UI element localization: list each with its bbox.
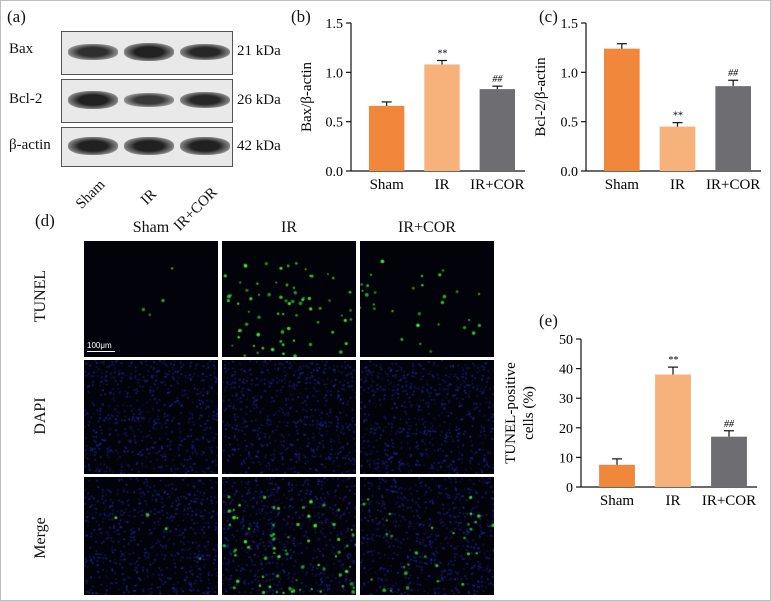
x-tick-label: IR (670, 177, 685, 193)
blot-band (180, 91, 230, 109)
micrograph-dapi-ir (222, 360, 356, 474)
bar-chart-tunel: 0 10 20 30 40 50 TUNEL-positive cells (%) Sham **… (503, 333, 757, 509)
micrograph-dapi-sham (84, 360, 218, 474)
micrograph-merge-ir (222, 477, 356, 595)
y-tick-label: 0.0 (561, 165, 579, 180)
x-tick-label: Sham (370, 177, 405, 193)
panel-b-label: (b) (291, 7, 311, 26)
panel-d-label: (d) (35, 211, 55, 230)
y-tick-label: 30 (559, 392, 573, 407)
micrograph-merge-ircor (360, 477, 494, 595)
western-blot-bax (61, 31, 233, 75)
blot-band (124, 93, 174, 107)
micro-col-ir: IR (281, 219, 297, 236)
y-axis-label: TUNEL-positive (503, 362, 519, 464)
blot-band (124, 43, 174, 61)
micrograph-tunel-ir (222, 241, 356, 357)
x-tick-label: IR (435, 177, 450, 193)
significance-marker: ** (437, 48, 447, 59)
panel-c-label: (c) (539, 7, 558, 26)
y-axis-label: Bcl-2/β-actin (533, 57, 549, 137)
micrograph-tunel-ircor (360, 241, 494, 357)
scale-bar-label: 100μm (87, 341, 112, 350)
y-tick-label: 1.0 (326, 66, 344, 81)
y-tick-label: 0.5 (561, 116, 579, 131)
significance-marker: ** (673, 111, 683, 122)
micro-row-merge: Merge (32, 517, 49, 559)
blot-band (68, 44, 118, 60)
significance-marker: ## (728, 68, 739, 79)
scale-bar: 100μm (87, 341, 115, 352)
y-axis-label: cells (%) (521, 386, 537, 440)
micro-col-sham: Sham (132, 219, 170, 236)
blot-band (180, 43, 230, 61)
x-tick-label: Sham (600, 493, 635, 509)
bar (604, 48, 640, 171)
y-tick-label: 40 (559, 363, 573, 378)
y-tick-label: 1.5 (326, 17, 344, 32)
y-tick-label: 20 (559, 422, 573, 437)
bar (599, 464, 635, 487)
blot-group-sham: Sham (73, 176, 109, 213)
x-tick-label: Sham (605, 177, 640, 193)
western-blot-bcl2 (61, 79, 233, 123)
blot-label-actin: β-actin (9, 137, 51, 153)
blot-band (68, 137, 118, 155)
bar (715, 86, 751, 171)
blot-band (124, 137, 174, 155)
blot-group-ir: IR (138, 186, 160, 209)
blot-band (180, 137, 230, 155)
bar (659, 126, 696, 171)
bar-chart-bax: 0.0 0.5 1.0 1.5 Bax/β-actin Sham ** IR ## IR+COR (299, 17, 525, 193)
significance-marker: ** (668, 355, 678, 366)
bar (424, 64, 460, 171)
western-blot-actin (61, 127, 233, 167)
significance-marker: ## (724, 419, 735, 430)
blot-size-bax: 21 kDa (237, 43, 281, 59)
x-tick-label: IR+COR (470, 177, 524, 193)
blot-size-bcl2: 26 kDa (237, 92, 281, 108)
blot-size-actin: 42 kDa (237, 138, 281, 154)
micrograph-tunel-sham (84, 241, 218, 357)
y-tick-label: 0.5 (326, 116, 344, 131)
y-tick-label: 0.0 (326, 165, 344, 180)
scale-bar-line (87, 351, 115, 352)
micro-row-dapi: DAPI (32, 397, 49, 435)
micro-row-tunel: TUNEL (32, 269, 49, 323)
panel-e-label: (e) (539, 311, 558, 330)
micrograph-dapi-ircor (360, 360, 494, 474)
bar-chart-bcl2: 0.0 0.5 1.0 1.5 Bcl-2/β-actin Sham ** IR ## IR+CO… (533, 17, 761, 193)
micro-col-ircor: IR+COR (398, 219, 456, 236)
y-tick-label: 0 (566, 481, 573, 496)
bar (655, 374, 691, 487)
blot-band (68, 91, 118, 109)
significance-marker: ## (492, 74, 503, 85)
micrograph-merge-sham (84, 477, 218, 595)
y-tick-label: 50 (559, 333, 573, 348)
x-tick-label: IR (666, 493, 681, 509)
y-tick-label: 1.5 (561, 17, 579, 32)
y-axis-label: Bax/β-actin (299, 61, 315, 132)
x-tick-label: IR+COR (702, 493, 756, 509)
y-tick-label: 10 (559, 451, 573, 466)
bar (711, 436, 747, 487)
bar (479, 89, 516, 171)
y-tick-label: 1.0 (561, 66, 579, 81)
panel-a-label: (a) (7, 7, 26, 26)
x-tick-label: IR+COR (706, 177, 760, 193)
blot-label-bcl2: Bcl-2 (9, 91, 43, 107)
bar (368, 105, 405, 171)
blot-label-bax: Bax (9, 41, 34, 57)
